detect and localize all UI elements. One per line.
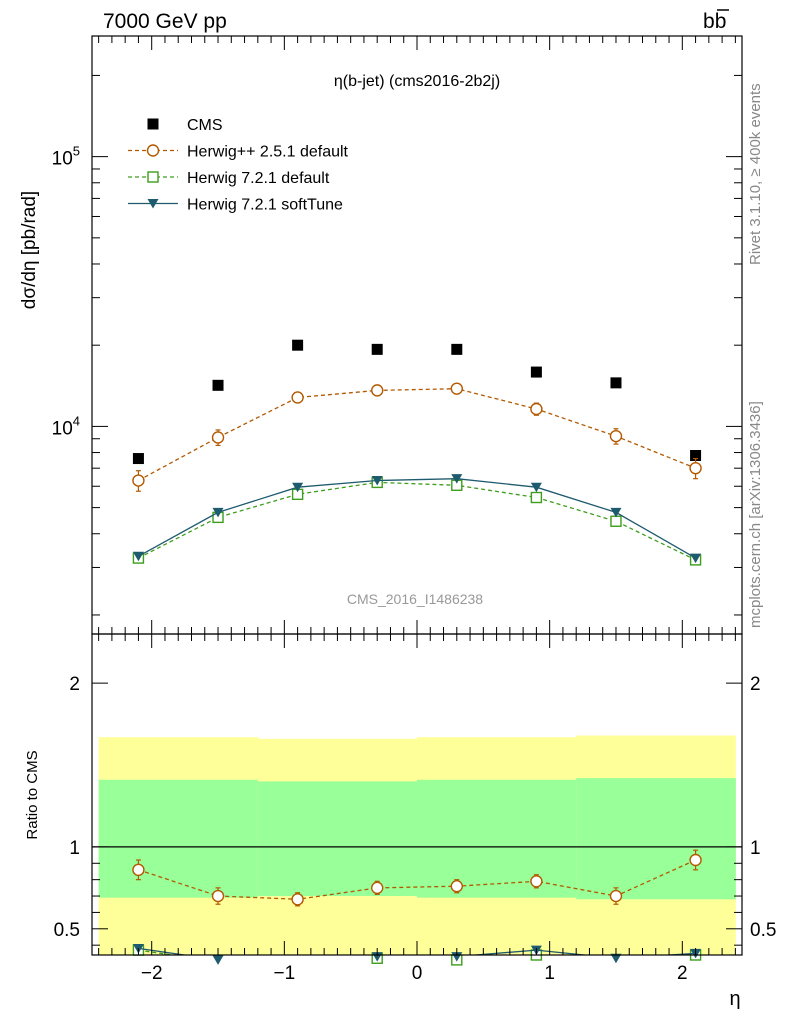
ratio-point-herwigpp <box>211 889 225 903</box>
ratio-point-herwigpp <box>609 889 623 903</box>
ratio-point-herwigpp <box>132 863 145 877</box>
ratio-point-herwigpp <box>530 875 543 888</box>
ratio-ytick-label-left: 2 <box>69 674 80 695</box>
ratio-ytick-label-right: 1 <box>750 838 761 859</box>
x-tick-label: 2 <box>677 963 688 984</box>
ratio-ytick-label-left: 0.5 <box>54 920 80 941</box>
main-line-softtune <box>138 478 696 559</box>
main-point-softtune <box>292 482 304 493</box>
main-point-herwig721 <box>610 515 622 527</box>
main-point-herwigpp <box>530 402 543 416</box>
ratio-series-herwigpp <box>132 849 702 907</box>
legend-marker-herwigpp <box>146 144 160 157</box>
main-ytick-label-base: 10 <box>52 149 73 170</box>
legend-label-softtune: Herwig 7.2.1 softTune <box>187 197 343 214</box>
x-tick-label: −1 <box>274 963 296 984</box>
x-tick-label: 1 <box>544 963 555 984</box>
main-point-softtune <box>371 476 383 486</box>
main-ytick-label: 104 <box>52 413 80 439</box>
main-point-cms <box>610 377 622 389</box>
ratio-band-inner <box>98 779 259 898</box>
legend-label-cms: CMS <box>187 117 223 134</box>
ratio-panel: 0.5 0.5 1 1 2 2 Ratio to CMS <box>24 633 776 966</box>
ratio-band-inner <box>417 779 577 898</box>
ratio-ticks: 0.5 0.5 1 1 2 2 <box>54 674 776 946</box>
legend-marker-herwig721 <box>147 171 159 183</box>
mcplots-label: mcplots.cern.ch [arXiv:1306.3436] <box>747 401 764 628</box>
main-point-herwigpp <box>609 429 623 443</box>
main-point-cms <box>292 339 304 351</box>
main-series-cms <box>132 339 702 465</box>
header-right-b: b <box>703 10 715 33</box>
main-point-herwigpp <box>689 461 702 475</box>
main-point-cms <box>212 379 224 391</box>
header-left: 7000 GeV pp <box>103 10 227 33</box>
main-point-cms <box>690 450 702 462</box>
ratio-line-herwigpp <box>138 859 696 900</box>
main-series-layer <box>132 339 702 566</box>
main-point-herwigpp <box>132 474 145 487</box>
x-ticks: −2 −1 0 1 2 <box>98 36 736 984</box>
main-point-herwigpp <box>211 431 225 444</box>
ratio-ytick-label-left: 1 <box>69 838 80 859</box>
main-point-softtune <box>610 507 622 518</box>
main-point-herwig721 <box>530 491 543 504</box>
main-point-softtune <box>530 482 542 493</box>
main-point-softtune <box>451 474 463 484</box>
main-ytick-label-exponent: 4 <box>73 413 80 428</box>
ratio-point-softtune <box>212 955 224 965</box>
legend-marker-cms <box>147 118 159 130</box>
header-right-bbar: b <box>715 10 727 33</box>
main-series-herwigpp <box>132 382 702 492</box>
ratio-ytick-label-right: 0.5 <box>750 920 776 941</box>
ratio-point-softtune <box>610 953 622 964</box>
main-point-herwigpp <box>291 391 304 404</box>
main-point-cms <box>530 366 542 378</box>
main-ytick-label-base: 10 <box>52 418 73 439</box>
rivet-label: Rivet 3.1.10, ≥ 400k events <box>747 83 764 265</box>
ratio-point-herwigpp <box>450 880 463 893</box>
main-point-softtune <box>212 507 224 518</box>
legend-label-herwig721: Herwig 7.2.1 default <box>187 170 330 187</box>
main-ylabel: dσ/dη [pb/rad] <box>19 191 40 309</box>
ratio-ytick-label-right: 2 <box>750 674 761 695</box>
main-series-softtune <box>132 474 702 564</box>
x-axis-label: η <box>729 988 740 1010</box>
ratio-bands <box>98 735 736 955</box>
main-point-herwigpp <box>371 384 384 397</box>
legend-label-herwigpp: Herwig++ 2.5.1 default <box>187 144 349 161</box>
ratio-point-herwigpp <box>371 881 384 895</box>
ratio-point-herwigpp <box>689 853 702 867</box>
ratio-band-inner <box>257 781 418 897</box>
ratio-band-inner <box>576 778 736 900</box>
watermark: CMS_2016_I1486238 <box>347 591 483 607</box>
legend-marker-softtune <box>147 199 159 209</box>
x-tick-label: 0 <box>412 963 423 984</box>
main-point-herwigpp <box>450 382 463 395</box>
main-point-cms <box>451 343 463 355</box>
main-ytick-label-exponent: 5 <box>73 144 80 159</box>
main-point-softtune <box>132 551 144 562</box>
main-ytick-label: 105 <box>52 144 80 170</box>
x-tick-label: −2 <box>141 963 163 984</box>
ratio-ylabel: Ratio to CMS <box>24 750 41 839</box>
header-right: bb <box>703 10 726 33</box>
main-point-softtune <box>690 553 702 564</box>
main-series-herwig721 <box>132 476 702 566</box>
main-point-cms <box>132 453 144 465</box>
ratio-series-layer <box>132 849 702 966</box>
main-point-cms <box>371 343 383 355</box>
main-title: η(b-jet) (cms2016-2b2j) <box>334 73 500 90</box>
ratio-point-herwigpp <box>291 893 304 906</box>
main-line-herwigpp <box>138 388 696 482</box>
legend: CMS Herwig++ 2.5.1 default Herwig 7.2.1 de… <box>128 117 349 214</box>
